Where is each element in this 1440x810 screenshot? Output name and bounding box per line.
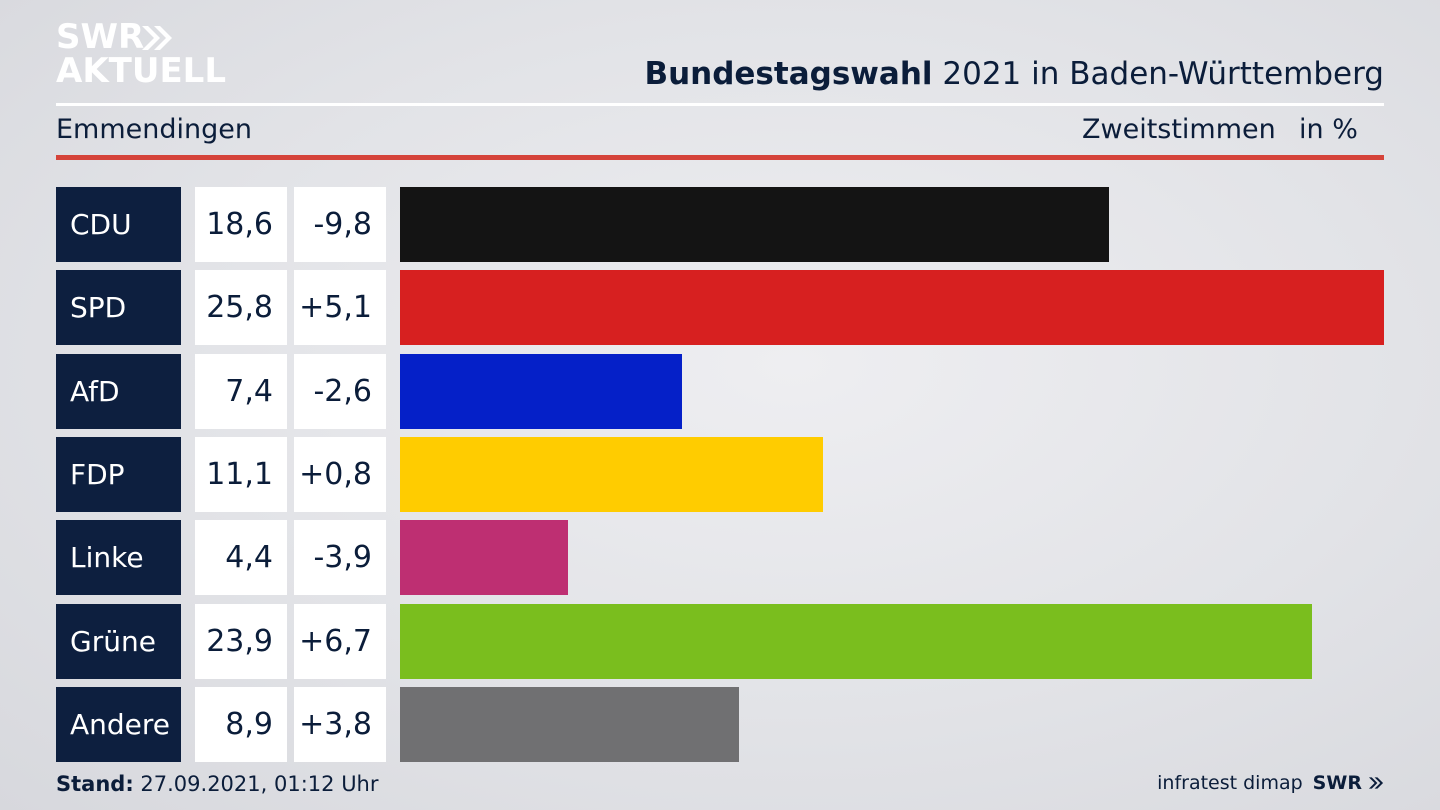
vote-share-value: 4,4 <box>195 520 287 595</box>
header-accent-rule <box>56 155 1384 160</box>
vote-change-value: -3,9 <box>294 520 386 595</box>
double-chevron-icon <box>1368 777 1384 789</box>
double-chevron-icon <box>142 26 172 50</box>
vote-share-bar <box>400 520 568 595</box>
party-label: SPD <box>56 270 181 345</box>
party-label: AfD <box>56 354 181 429</box>
vote-share-value: 18,6 <box>195 187 287 262</box>
party-row: FDP 11,1 +0,8 <box>56 437 1384 512</box>
source-label: infratest dimap <box>1157 772 1303 794</box>
vote-share-bar <box>400 354 682 429</box>
party-label: Linke <box>56 520 181 595</box>
brand-label: SWR <box>1312 772 1362 794</box>
source-credit: infratest dimap SWR <box>1157 772 1384 794</box>
stand-value: 27.09.2021, 01:12 Uhr <box>140 772 379 796</box>
vote-share-bar <box>400 437 823 512</box>
vote-change-value: -9,8 <box>294 187 386 262</box>
chart-title: Bundestagswahl 2021 in Baden-Württemberg <box>644 56 1384 92</box>
party-label: Andere <box>56 687 181 762</box>
vote-share-bar <box>400 187 1109 262</box>
unit-label: in % <box>1299 114 1358 145</box>
party-label: FDP <box>56 437 181 512</box>
vote-share-value: 8,9 <box>195 687 287 762</box>
party-row: AfD 7,4 -2,6 <box>56 354 1384 429</box>
district-label: Emmendingen <box>56 114 253 145</box>
vote-share-value: 25,8 <box>195 270 287 345</box>
logo-line2: AKTUELL <box>56 51 227 91</box>
party-row: SPD 25,8 +5,1 <box>56 270 1384 345</box>
vote-share-bar <box>400 687 739 762</box>
header-divider <box>56 103 1384 106</box>
vote-share-value: 11,1 <box>195 437 287 512</box>
party-row: Grüne 23,9 +6,7 <box>56 604 1384 679</box>
measure-label: Zweitstimmen <box>1082 114 1276 145</box>
vote-share-value: 23,9 <box>195 604 287 679</box>
vote-change-value: +6,7 <box>294 604 386 679</box>
party-row: Andere 8,9 +3,8 <box>56 687 1384 762</box>
stand-label: Stand: <box>56 772 134 796</box>
vote-share-bar <box>400 270 1384 345</box>
swr-aktuell-logo: SWR AKTUELL <box>56 20 236 90</box>
logo-line1: SWR <box>56 17 145 57</box>
timestamp: Stand: 27.09.2021, 01:12 Uhr <box>56 772 379 796</box>
vote-change-value: +5,1 <box>294 270 386 345</box>
party-row: CDU 18,6 -9,8 <box>56 187 1384 262</box>
vote-change-value: +3,8 <box>294 687 386 762</box>
vote-share-value: 7,4 <box>195 354 287 429</box>
party-label: Grüne <box>56 604 181 679</box>
party-row: Linke 4,4 -3,9 <box>56 520 1384 595</box>
party-label: CDU <box>56 187 181 262</box>
vote-share-bar <box>400 604 1312 679</box>
title-rest: 2021 in Baden-Württemberg <box>942 56 1384 92</box>
vote-change-value: +0,8 <box>294 437 386 512</box>
vote-change-value: -2,6 <box>294 354 386 429</box>
title-bold: Bundestagswahl <box>644 56 933 92</box>
